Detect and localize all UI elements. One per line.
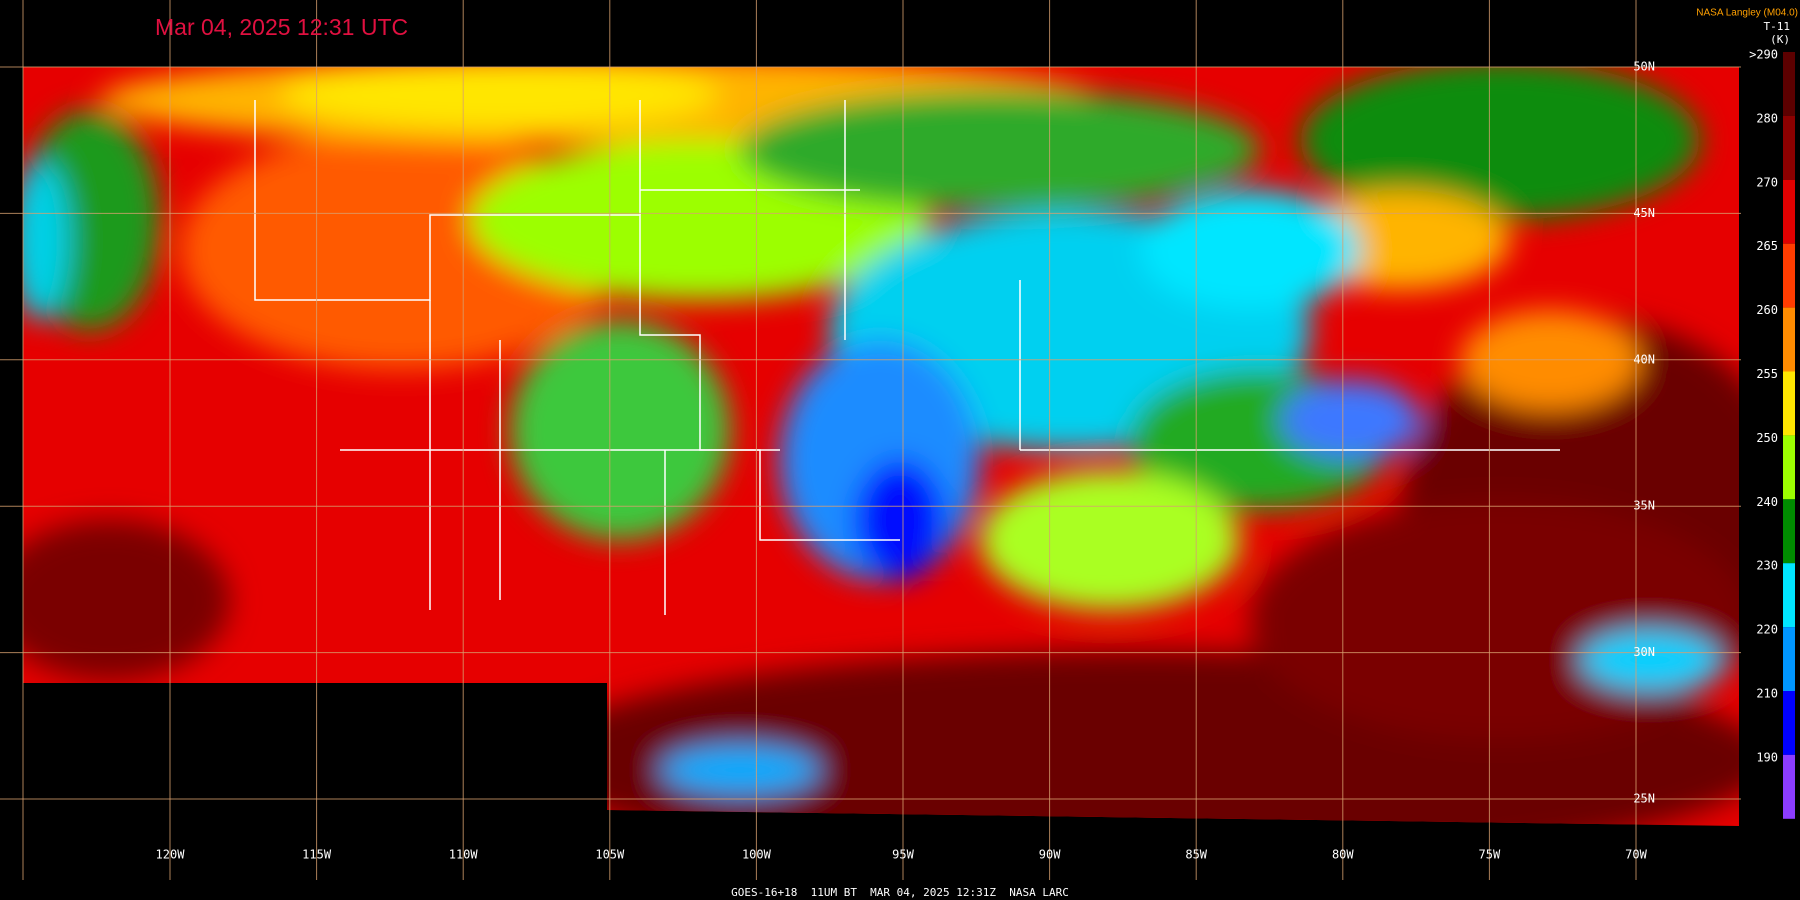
colorbar-title: T-11 — [1764, 20, 1791, 33]
longitude-label: 115W — [302, 848, 332, 862]
latitude-label: 40N — [1633, 352, 1655, 366]
colorbar-label: 230 — [1756, 559, 1778, 573]
credit: NASA Langley (M04.0) — [1696, 8, 1798, 19]
colorbar-swatch — [1783, 371, 1795, 436]
longitude-label: 120W — [156, 848, 186, 862]
colorbar-swatch — [1783, 754, 1795, 819]
longitude-label: 100W — [742, 848, 772, 862]
colorbar-swatch — [1783, 307, 1795, 372]
longitude-label: 85W — [1185, 848, 1207, 862]
colorbar-label: 280 — [1756, 111, 1778, 125]
colorbar-label: 240 — [1756, 495, 1778, 509]
longitude-label: 95W — [892, 848, 914, 862]
longitude-label: 90W — [1039, 848, 1061, 862]
graticule: 120W 115W 110W 105W 100W 95W 90W 85W 80W 75W 70W 50… — [0, 0, 1741, 880]
latitude-label: 30N — [1633, 645, 1655, 659]
colorbar-label: 265 — [1756, 239, 1778, 253]
colorbar-label: 250 — [1756, 431, 1778, 445]
latitude-label: 35N — [1633, 499, 1655, 513]
longitude-label: 105W — [595, 848, 625, 862]
colorbar-label: 210 — [1756, 687, 1778, 701]
colorbar: >290 280 270 265 260 255 250 240 230 220 210 190 — [1749, 48, 1795, 819]
colorbar-swatch — [1783, 115, 1795, 180]
timestamp: Mar 04, 2025 12:31 UTC — [155, 14, 408, 40]
longitude-label: 80W — [1332, 848, 1354, 862]
footer: GOES-16+18 11UM BT MAR 04, 2025 12:31Z N… — [731, 886, 1069, 899]
colorbar-label: 260 — [1756, 303, 1778, 317]
colorbar-label: 255 — [1756, 367, 1778, 381]
colorbar-label: 190 — [1756, 750, 1778, 764]
colorbar-swatch — [1783, 435, 1795, 500]
longitude-label: 75W — [1479, 848, 1501, 862]
colorbar-swatch — [1783, 627, 1795, 691]
latitude-label: 45N — [1633, 206, 1655, 220]
colorbar-label: 270 — [1756, 175, 1778, 189]
colorbar-swatch — [1783, 563, 1795, 628]
colorbar-swatch — [1783, 179, 1795, 244]
colorbar-unit: (K) — [1770, 33, 1790, 46]
colorbar-label: >290 — [1749, 48, 1778, 62]
colorbar-swatch — [1783, 52, 1795, 116]
state-borders — [254, 100, 1560, 615]
colorbar-swatch — [1783, 499, 1795, 564]
latitude-label: 25N — [1633, 792, 1655, 806]
longitude-label: 70W — [1625, 848, 1647, 862]
latitude-label: 50N — [1633, 60, 1655, 74]
longitude-label: 110W — [449, 848, 479, 862]
colorbar-label: 220 — [1756, 623, 1778, 637]
colorbar-swatch — [1783, 243, 1795, 308]
colorbar-swatch — [1783, 691, 1795, 755]
